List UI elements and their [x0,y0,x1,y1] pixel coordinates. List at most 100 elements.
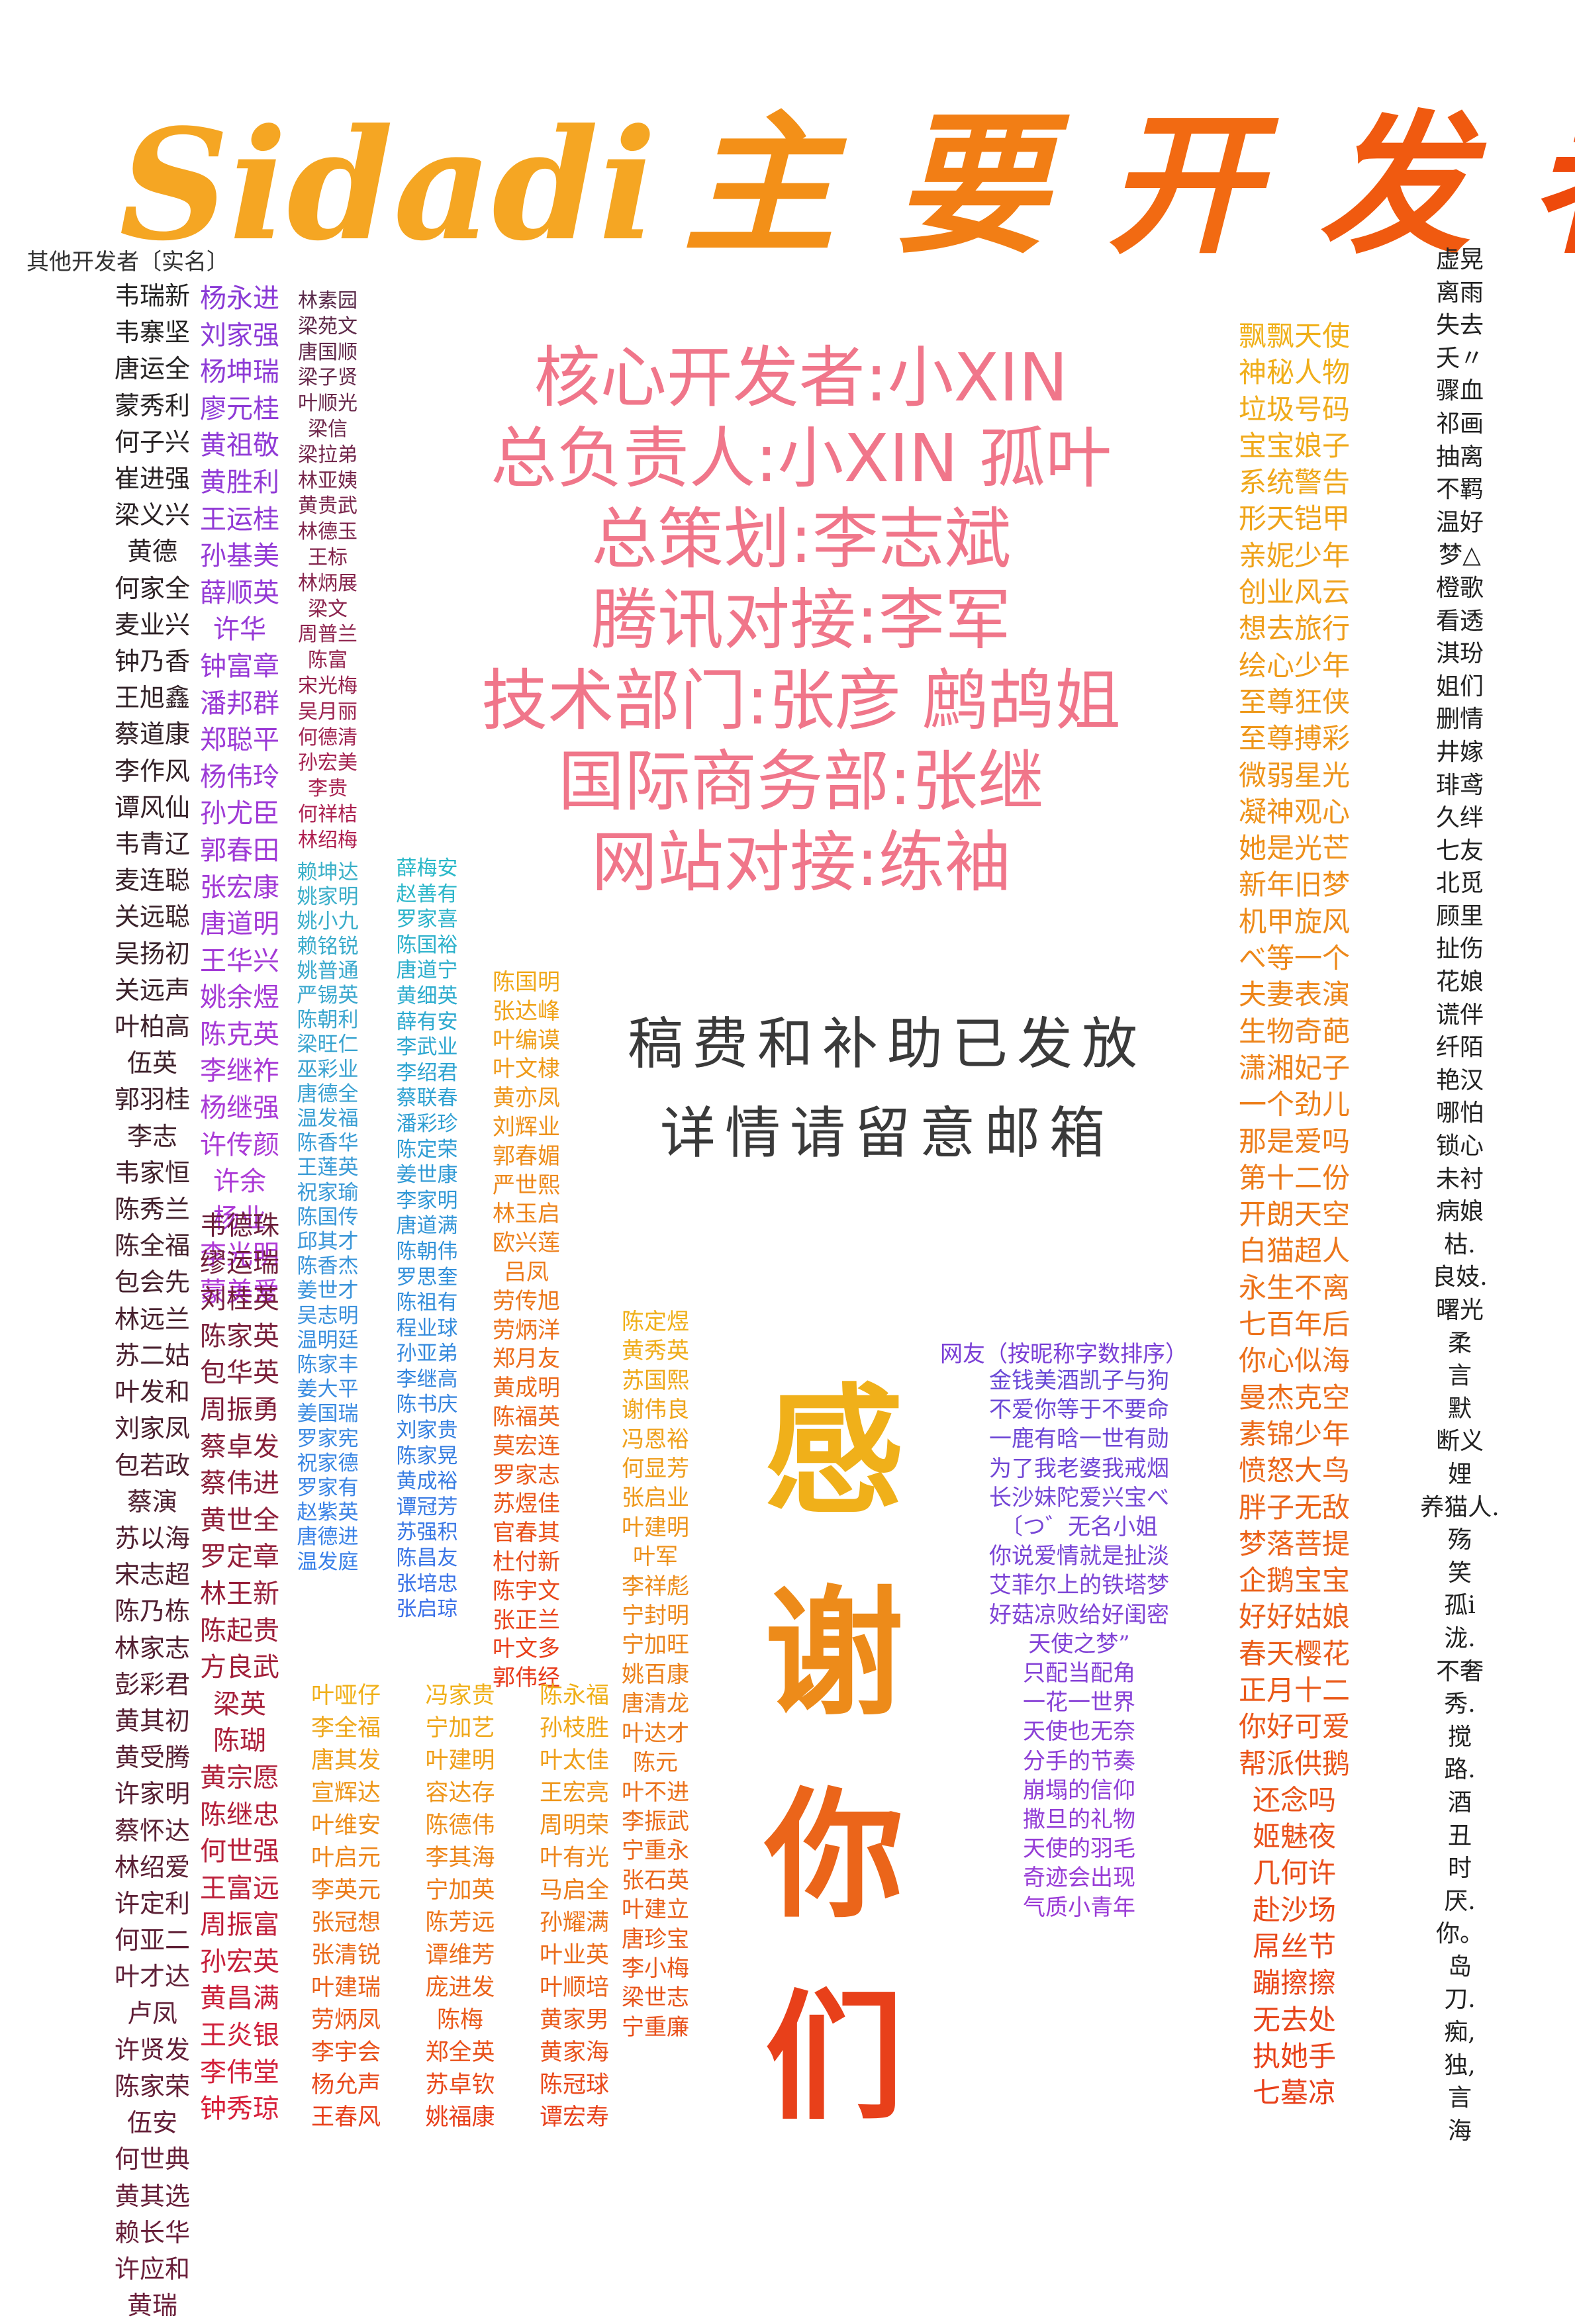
dev-name: 陈书庆 [396,1393,458,1417]
dev-name: 许余 [213,1166,266,1197]
dev-name: 陈元 [633,1749,678,1777]
dev-name: 蔡卓发 [200,1431,279,1462]
dev-name: 苏以海 [114,1523,190,1553]
nickname: 夭〃 [1435,344,1484,372]
nickname: 她是光芒 [1238,832,1350,865]
other-devs-label: 其他开发者〔实名〕 [26,249,229,275]
nickname: 春天樱花 [1238,1637,1350,1670]
dev-name: 孙尤臣 [200,798,279,829]
nickname: 祁画 [1435,410,1484,438]
dev-name: 姚百康 [622,1661,689,1688]
dev-name: 林绍爱 [114,1852,190,1882]
nickname: 蹦擦擦 [1252,1967,1336,2000]
dev-name: 姜国瑞 [297,1402,359,1426]
title-char: 开 [1106,96,1259,275]
dev-row: 李全福 宁加艺 孙枝胜 [311,1712,609,1745]
dev-name: 赖长华 [114,2217,190,2247]
nickname: 七百年后 [1238,1308,1350,1341]
dev-name: 叶维安 [311,1812,381,1839]
dev-name: 许定利 [114,1888,190,1918]
nickname: 花娘 [1435,968,1484,996]
dev-name: 冯恩裕 [622,1426,689,1453]
core-team-line: 总策划:李志斌 [591,500,1011,578]
nickname: 无去处 [1252,2003,1336,2036]
dev-name: 邱其才 [297,1230,359,1254]
dev-name: 杨永进 [200,283,279,314]
dev-name: 关远声 [114,975,190,1005]
nickname: 久绊 [1435,804,1484,832]
dev-row: 张冠想 陈芳远 孙耀满 [311,1907,609,1939]
nickname: 艳汉 [1435,1066,1484,1094]
dev-name: 叶顺光 [298,392,358,416]
core-team-line: 网站对接:练袖 [591,823,1011,901]
dev-name: 梁子贤 [298,366,358,390]
nickname: 娌 [1447,1460,1472,1488]
nickname: 第十二份 [1238,1161,1350,1194]
dev-name: 赵善有 [396,882,458,906]
dev-row: 叶启元 李其海 叶有光 [311,1842,609,1875]
thanks-char: 们 [764,1975,904,2139]
nickname: 温好 [1435,508,1484,536]
dev-name: 梁旺仁 [297,1033,359,1057]
netizen-name: 金钱美酒凯子与狗 [989,1368,1169,1394]
nickname: 言 [1447,2084,1472,2112]
dev-name: 陈家晃 [396,1444,458,1468]
dev-row: 李宇会 郑全英 黄家海 [311,2037,609,2069]
nickname: 失去 [1435,312,1484,340]
nickname: 虚晃 [1435,246,1484,273]
nickname: 胖子无敌 [1238,1491,1350,1524]
dev-name: 吕凤 [504,1258,549,1285]
dev-name: 张启琼 [396,1597,458,1622]
nickname: 北觅 [1435,870,1484,898]
nickname: 海 [1447,2117,1472,2145]
dev-name: 陈国传 [297,1205,359,1229]
dev-name: 宁重永 [622,1837,689,1865]
dev-name: 周振富 [200,1910,279,1941]
dev-name: 孙亚弟 [396,1342,458,1366]
dev-name: 王运桂 [200,504,279,535]
nickname: 删情 [1435,706,1484,733]
dev-name: 包会先 [114,1268,190,1297]
dev-name: 李小梅 [622,1955,689,1982]
dev-name: 叶建明 [622,1514,689,1541]
payment-notice: 稿费和补助已发放 详情请留意邮箱 [583,999,1192,1178]
nickname: 神秘人物 [1238,356,1350,389]
nickname: 那是爱吗 [1238,1125,1350,1158]
dev-name: 叶文多 [493,1636,560,1663]
dev-name: 苏强积 [396,1520,458,1545]
nickname: 绘心少年 [1238,649,1350,682]
nickname: 垃圾号码 [1238,393,1350,426]
dev-name: 姚小九 [297,909,359,934]
nickname: 琲鸢 [1435,771,1484,799]
nickname: 柔 [1447,1329,1472,1357]
dev-name: 宁加英 [425,1877,495,1904]
dev-name: 杨继强 [200,1093,279,1124]
netizen-name: 只配当配角 [1023,1660,1135,1687]
dev-name: 潘邦群 [200,688,279,719]
dev-name: 谭风仙 [114,792,190,822]
dev-row: 叶维安 陈德伟 周明荣 [311,1810,609,1842]
dev-name: 包华英 [200,1358,279,1389]
dev-name: 李武业 [396,1035,458,1060]
core-team-line: 总负责人:小XIN 孤叶 [490,420,1112,497]
dev-name: 潘彩珍 [396,1111,458,1136]
dev-name: 唐国顺 [298,340,358,364]
nickname: 锁心 [1435,1133,1484,1160]
nickname: 路. [1444,1756,1476,1784]
nickname-column: 飘飘天使 神秘人物 垃圾号码 宝宝娘子 系统警告 形天铠甲 亲妮少年 创业风云 想去旅行 绘心少年… [1228,318,1360,2112]
nickname: 看透 [1435,607,1484,635]
dev-name: 孙枝胜 [539,1715,609,1742]
dev-name: 陈家英 [200,1321,279,1352]
nickname: 殇 [1447,1526,1472,1554]
title-brand: Sidadi [119,96,657,275]
dev-name: 蔡演 [126,1487,177,1516]
dev-name: 林德玉 [298,520,358,544]
dev-name: 刘家凤 [114,1414,190,1444]
dev-name: 刘家强 [200,320,279,351]
dev-name: 罗家有 [297,1476,359,1501]
nickname: 执她手 [1252,2039,1336,2072]
dev-name: 黄细英 [396,984,458,1008]
dev-name: 张石英 [622,1867,689,1894]
dev-name: 唐其发 [311,1747,381,1774]
netizen-name: 不爱你等于不要命 [989,1397,1169,1424]
